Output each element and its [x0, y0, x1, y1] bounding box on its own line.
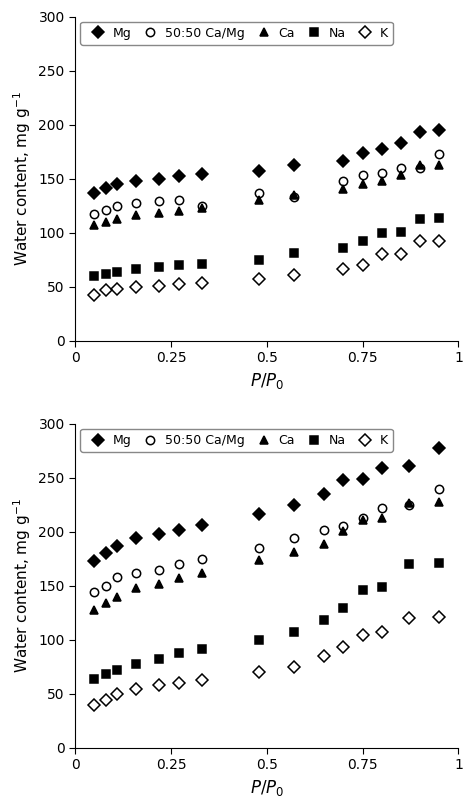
X-axis label: $P/P_0$: $P/P_0$ [250, 371, 284, 391]
X-axis label: $P/P_0$: $P/P_0$ [250, 778, 284, 798]
Y-axis label: Water content, mg g$^{-1}$: Water content, mg g$^{-1}$ [11, 91, 33, 266]
Legend: Mg, 50:50 Ca/Mg, Ca, Na, K: Mg, 50:50 Ca/Mg, Ca, Na, K [80, 429, 393, 452]
Y-axis label: Water content, mg g$^{-1}$: Water content, mg g$^{-1}$ [11, 498, 33, 673]
Legend: Mg, 50:50 Ca/Mg, Ca, Na, K: Mg, 50:50 Ca/Mg, Ca, Na, K [80, 22, 393, 44]
